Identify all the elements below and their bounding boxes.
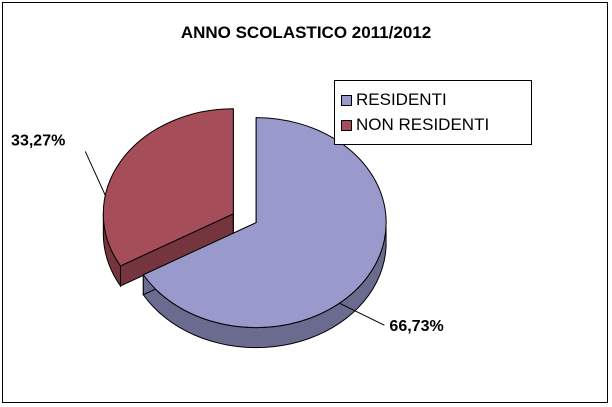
- legend-item-non-residenti: NON RESIDENTI: [341, 113, 489, 137]
- leader-line-non-residenti: [85, 151, 105, 195]
- legend-label-residenti: RESIDENTI: [356, 90, 447, 110]
- data-label-non-residenti: 33,27%: [11, 132, 65, 149]
- legend-swatch-non-residenti: [341, 120, 352, 131]
- legend-label-non-residenti: NON RESIDENTI: [356, 115, 489, 135]
- legend-swatch-residenti: [341, 95, 352, 106]
- legend-item-residenti: RESIDENTI: [341, 88, 447, 112]
- data-label-residenti: 66,73%: [389, 318, 443, 335]
- chart-legend: RESIDENTI NON RESIDENTI: [334, 80, 532, 145]
